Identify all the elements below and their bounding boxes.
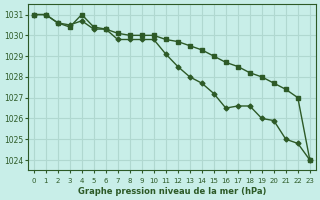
X-axis label: Graphe pression niveau de la mer (hPa): Graphe pression niveau de la mer (hPa) xyxy=(77,187,266,196)
